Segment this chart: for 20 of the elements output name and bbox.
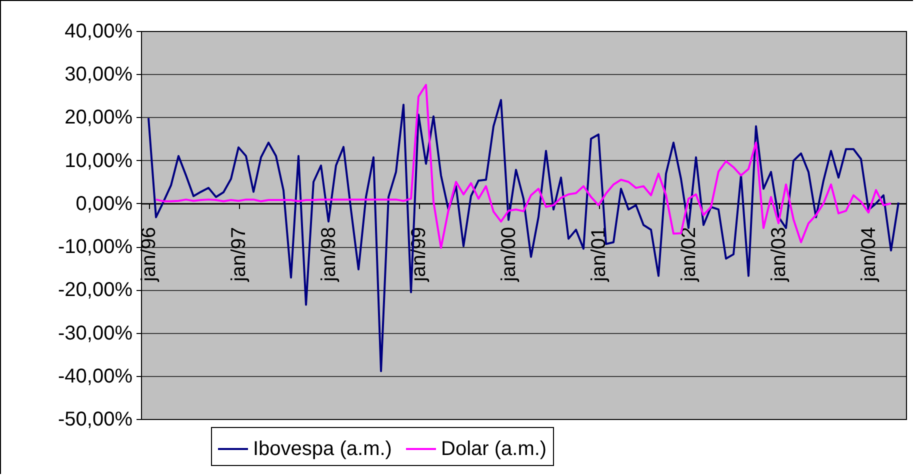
y-tick-label: -50,00% [58,408,133,430]
x-tick-label: jan/01 [588,226,610,282]
legend-label: Dolar (a.m.) [441,438,547,460]
y-tick-label: -10,00% [58,236,133,258]
y-tick-label: -20,00% [58,279,133,302]
y-tick-label: -30,00% [58,322,133,344]
x-tick-label: jan/03 [768,226,790,282]
y-tick-label: 40,00% [64,20,133,42]
x-tick-label: jan/04 [858,226,880,282]
y-tick-label: 30,00% [64,64,133,86]
x-tick-label: jan/02 [678,226,700,282]
x-tick-label: jan/97 [228,226,250,282]
legend-label: Ibovespa (a.m.) [253,438,392,460]
y-tick-label: -40,00% [58,365,133,388]
y-tick-label: 0,00% [76,192,133,215]
y-tick-label: 10,00% [64,150,133,172]
x-tick-label: jan/00 [498,226,520,282]
x-tick-label: jan/98 [318,226,340,282]
x-tick-label: jan/96 [138,226,160,282]
y-tick-label: 20,00% [64,106,133,129]
